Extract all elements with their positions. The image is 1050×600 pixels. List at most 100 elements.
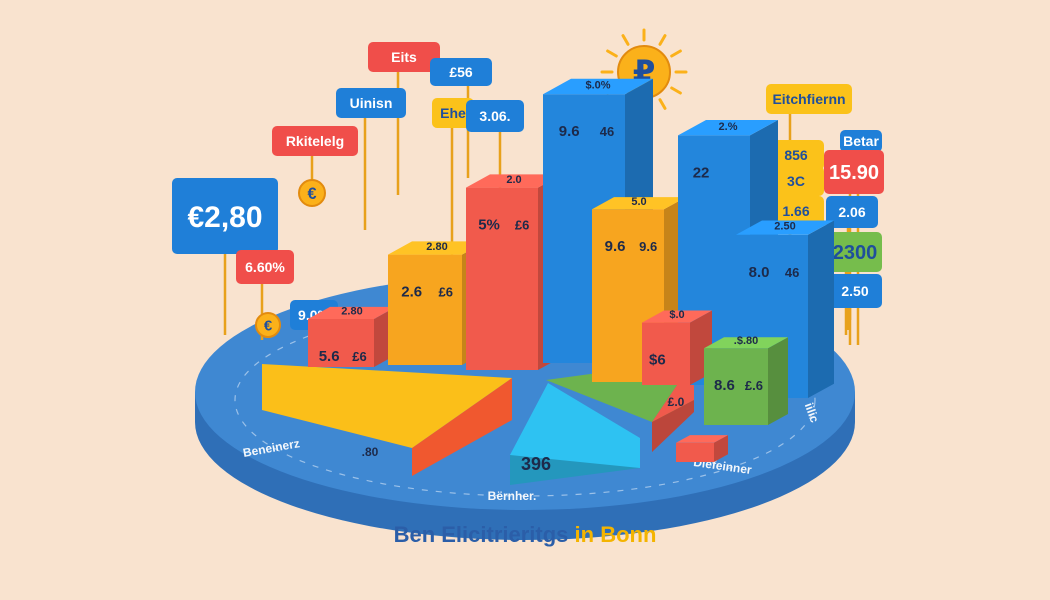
sign-text: 1.66 <box>782 203 809 219</box>
price-sign: 15.90 <box>824 150 884 320</box>
sign-text: £56 <box>449 64 473 80</box>
bar-top <box>676 435 728 443</box>
bar-front <box>388 254 462 365</box>
bar-value-label: 9.6 <box>605 238 626 255</box>
sun-ray <box>658 98 667 110</box>
bar-value-label: 46 <box>600 124 614 139</box>
pie-slice-top <box>510 383 640 468</box>
bar-top <box>736 220 834 235</box>
bar-value-label: 5.6 <box>319 348 340 365</box>
sign-board <box>336 88 406 118</box>
sign-board <box>368 42 440 72</box>
pie-slice-label: 396 <box>521 454 551 474</box>
sign-text: Rkitelelg <box>286 133 344 149</box>
coin: € <box>255 312 281 338</box>
bar-value-label: 5% <box>478 217 500 234</box>
pie-slice-side <box>412 378 512 476</box>
chart-caption: Ben Elicitrieritgs in Bonn <box>394 522 657 547</box>
sign-board <box>766 84 852 114</box>
sun-ray <box>670 86 682 95</box>
bar-value-label: £.6 <box>745 378 763 393</box>
sign-board <box>430 58 492 86</box>
sign-board <box>432 98 474 128</box>
sign-text: 15.90 <box>829 162 879 184</box>
bar-top-label: $.0 <box>669 309 684 321</box>
bar-top <box>678 120 778 136</box>
price-sign: 2.50 <box>828 274 882 345</box>
bar-top-label: 2.80 <box>426 241 447 253</box>
bar-value-label: £6 <box>515 218 529 233</box>
sign-text: 856 <box>784 147 808 163</box>
sign-board <box>824 150 884 194</box>
pie-slice-side <box>652 400 694 452</box>
sign-text: 6.60% <box>245 259 285 275</box>
bar-top <box>642 310 712 323</box>
chart-caption-accent: in Bonn <box>575 522 657 547</box>
bar-top-label: $.0% <box>585 80 610 92</box>
sign-board <box>172 178 278 254</box>
sign-text: 2.50 <box>841 283 868 299</box>
bar-front <box>308 319 374 367</box>
pie-slice: 396 <box>510 383 640 485</box>
price-sign: Uinisn <box>336 88 406 230</box>
bar-value-label: 9.6 <box>639 239 657 254</box>
bar-value-label: $6 <box>649 352 666 369</box>
sign-board <box>768 140 824 170</box>
sign-board <box>768 196 824 226</box>
pie-slice-label: .80 <box>362 445 379 459</box>
bar-top-label: 2.0 <box>506 174 521 186</box>
sun-ray <box>621 34 630 46</box>
pie-slice: .80 <box>262 364 512 476</box>
bar-top <box>704 337 788 349</box>
coin-symbol: € <box>307 185 316 203</box>
sun-ray <box>658 34 667 46</box>
bar-value-label: 8.6 <box>714 377 735 394</box>
sign-board <box>272 126 358 156</box>
sign-text: €2,80 <box>187 201 262 234</box>
bar-top-label: .$.80 <box>734 335 758 347</box>
chart-caption-main: Ben Elicitrieritgs <box>394 522 575 547</box>
bar-value-label: 8.0 <box>749 264 770 281</box>
bar: .$.80 8.6 £.6 <box>704 335 788 425</box>
bar-side <box>714 435 728 462</box>
coin-face <box>298 179 326 207</box>
sign-board <box>828 274 882 308</box>
sign-text: 3.06. <box>479 108 510 124</box>
sign-text: Uinisn <box>350 95 393 111</box>
sign-text: Ehe <box>440 105 466 121</box>
price-sign: 3.06. <box>466 100 524 205</box>
pie-slice-label: £.0 <box>668 395 685 409</box>
bar-top <box>543 78 653 95</box>
bar-front <box>466 187 538 370</box>
bar-value-label: £6 <box>438 285 452 300</box>
sign-board <box>768 166 824 196</box>
sign-text: 2300 <box>833 242 878 264</box>
sign-board <box>466 100 524 132</box>
coin-face <box>255 312 281 338</box>
bar-front <box>642 322 690 385</box>
bar-value-label: £6 <box>352 349 366 364</box>
bar-front <box>676 442 714 462</box>
sign-text: Eitchfiernn <box>772 91 845 107</box>
bar-top <box>308 306 396 319</box>
bar-top-label: 2.50 <box>774 221 795 233</box>
bar-top-label: 2.% <box>719 121 738 133</box>
sign-text: Betar <box>843 133 879 149</box>
sign-text: 2.06 <box>838 204 865 220</box>
bar-value-label: 22 <box>693 164 710 181</box>
sign-text: 3C <box>787 173 805 189</box>
bar-side <box>808 220 834 398</box>
bar-top <box>466 174 562 188</box>
bar-value-label: 46 <box>785 265 799 280</box>
sign-board <box>236 250 294 284</box>
sun-ray <box>606 49 618 58</box>
price-sign: Eits <box>368 42 440 195</box>
bar <box>676 435 728 462</box>
rim-label: Bërnher. <box>488 489 537 503</box>
sign-text: Eits <box>391 49 417 65</box>
sign-board <box>840 130 882 152</box>
bar-top-label: 5.0 <box>631 196 646 208</box>
bar-value-label: 9.6 <box>559 123 580 140</box>
